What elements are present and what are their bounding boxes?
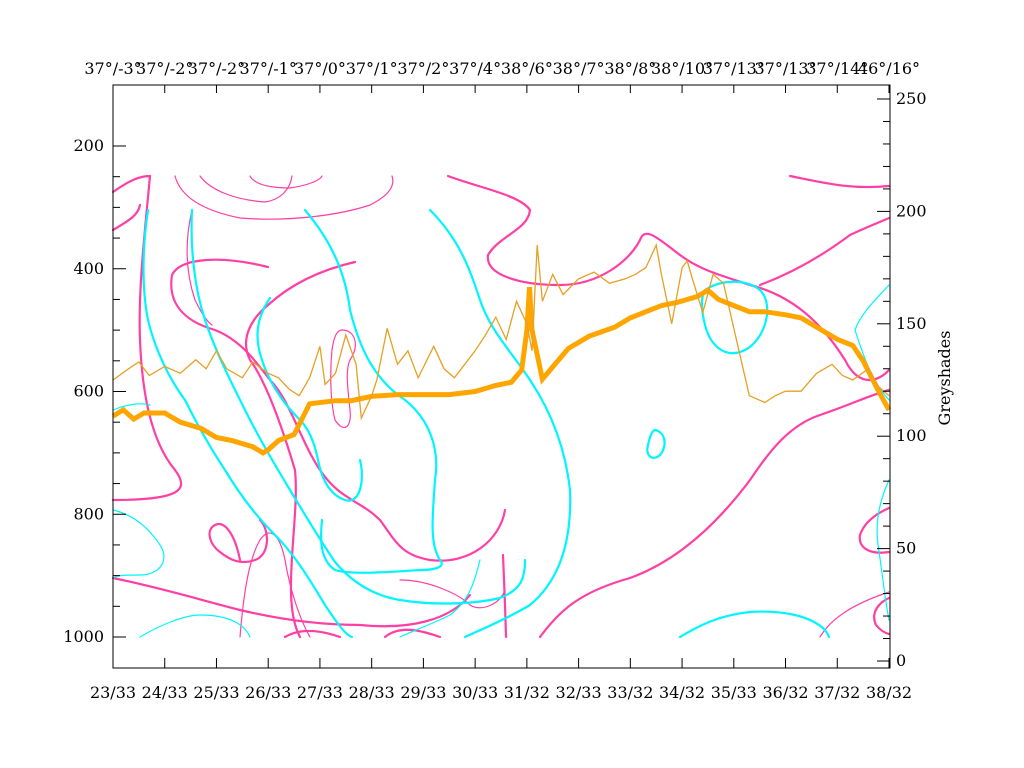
top-tick-label: 37°/-2° bbox=[188, 59, 245, 78]
top-tick-label: 46°/16° bbox=[858, 59, 920, 78]
left-axis: 200 400 600 800 1000 bbox=[63, 136, 126, 646]
contour-line bbox=[111, 576, 472, 628]
x-tick-label: 33/32 bbox=[607, 683, 653, 702]
top-axis: 37°/-3°37°/-2°37°/-2°37°/-1°37°/0° 37°/1°… bbox=[84, 59, 920, 93]
y-tick-label: 200 bbox=[73, 136, 104, 155]
contour-line bbox=[256, 296, 363, 502]
x-tick-label: 27/33 bbox=[297, 683, 343, 702]
x-tick-label: 31/32 bbox=[504, 683, 550, 702]
x-tick-label: 32/33 bbox=[556, 683, 602, 702]
top-tick-label: 38°/10° bbox=[651, 59, 713, 78]
y-tick-label: 600 bbox=[73, 382, 104, 401]
contour-line bbox=[111, 174, 152, 194]
top-tick-label: 38°/7° bbox=[553, 59, 605, 78]
x-tick-label: 37/32 bbox=[814, 683, 860, 702]
contour-line bbox=[646, 428, 666, 459]
top-tick-label: 37°/2° bbox=[397, 59, 449, 78]
contour-line bbox=[249, 175, 323, 189]
top-tick-label: 38°/6° bbox=[501, 59, 553, 78]
contour-line bbox=[139, 614, 251, 638]
contour-line bbox=[758, 216, 891, 287]
top-tick-label: 37°/13° bbox=[754, 59, 816, 78]
contour-line bbox=[873, 596, 891, 636]
right-tick-label: 100 bbox=[896, 426, 927, 445]
contour-line bbox=[142, 208, 354, 639]
x-tick-label: 26/33 bbox=[245, 683, 291, 702]
contour-line bbox=[788, 174, 891, 189]
contour-line bbox=[112, 403, 151, 411]
contour-line bbox=[858, 506, 891, 554]
right-tick-label: 250 bbox=[896, 89, 927, 108]
orange-series-line bbox=[111, 287, 892, 456]
right-tick-label: 50 bbox=[896, 539, 916, 558]
x-tick-label: 24/33 bbox=[142, 683, 188, 702]
plot-frame bbox=[112, 84, 891, 669]
x-tick-label: 38/32 bbox=[866, 683, 912, 702]
series-layer bbox=[111, 242, 892, 456]
contour-line bbox=[283, 629, 342, 639]
x-tick-label: 35/33 bbox=[711, 683, 757, 702]
contour-line bbox=[678, 610, 831, 639]
top-tick-label: 37°/1° bbox=[346, 59, 398, 78]
y-tick-label: 1000 bbox=[63, 627, 104, 646]
contour-line bbox=[111, 203, 142, 232]
contour-line bbox=[819, 591, 890, 638]
contour-line bbox=[245, 260, 357, 639]
bottom-axis: 23/33 24/33 25/33 26/33 27/33 28/33 29/33 30/33… bbox=[90, 658, 912, 702]
contour-line bbox=[383, 628, 442, 639]
contour-line bbox=[876, 479, 890, 621]
x-tick-label: 34/32 bbox=[659, 683, 705, 702]
contour-line bbox=[428, 208, 572, 639]
top-tick-label: 37°/4° bbox=[449, 59, 501, 78]
top-tick-label: 37°/0° bbox=[294, 59, 346, 78]
right-tick-label: 0 bbox=[896, 651, 906, 670]
top-tick-label: 37°/13° bbox=[703, 59, 765, 78]
top-tick-label: 37°/-2° bbox=[136, 59, 193, 78]
x-tick-label: 30/33 bbox=[452, 683, 498, 702]
x-tick-label: 25/33 bbox=[193, 683, 239, 702]
right-axis-label: Greyshades bbox=[935, 331, 954, 426]
right-tick-label: 150 bbox=[896, 314, 927, 333]
top-tick-label: 37°/14° bbox=[806, 59, 868, 78]
contour-line bbox=[112, 509, 165, 579]
y-tick-label: 400 bbox=[73, 259, 104, 278]
right-tick-label: 200 bbox=[896, 201, 927, 220]
x-tick-label: 29/33 bbox=[400, 683, 446, 702]
top-tick-label: 37°/-1° bbox=[240, 59, 297, 78]
x-tick-label: 28/33 bbox=[349, 683, 395, 702]
greyshade-series-line bbox=[112, 242, 890, 421]
contour-line bbox=[399, 559, 481, 638]
contour-line bbox=[538, 388, 891, 639]
contour-line bbox=[170, 258, 507, 562]
right-axis: 0 50 100 150 200 250 bbox=[877, 89, 927, 670]
x-tick-label: 36/32 bbox=[762, 683, 808, 702]
contour-line bbox=[399, 579, 506, 609]
contour-line bbox=[330, 329, 356, 428]
x-tick-label: 23/33 bbox=[90, 683, 136, 702]
contour-line bbox=[208, 518, 268, 564]
contour-line bbox=[190, 208, 527, 605]
contour-line bbox=[174, 175, 394, 220]
y-tick-label: 800 bbox=[73, 504, 104, 523]
top-tick-label: 38°/8° bbox=[604, 59, 656, 78]
top-tick-label: 37°/-3° bbox=[84, 59, 141, 78]
contour-line bbox=[303, 208, 443, 574]
